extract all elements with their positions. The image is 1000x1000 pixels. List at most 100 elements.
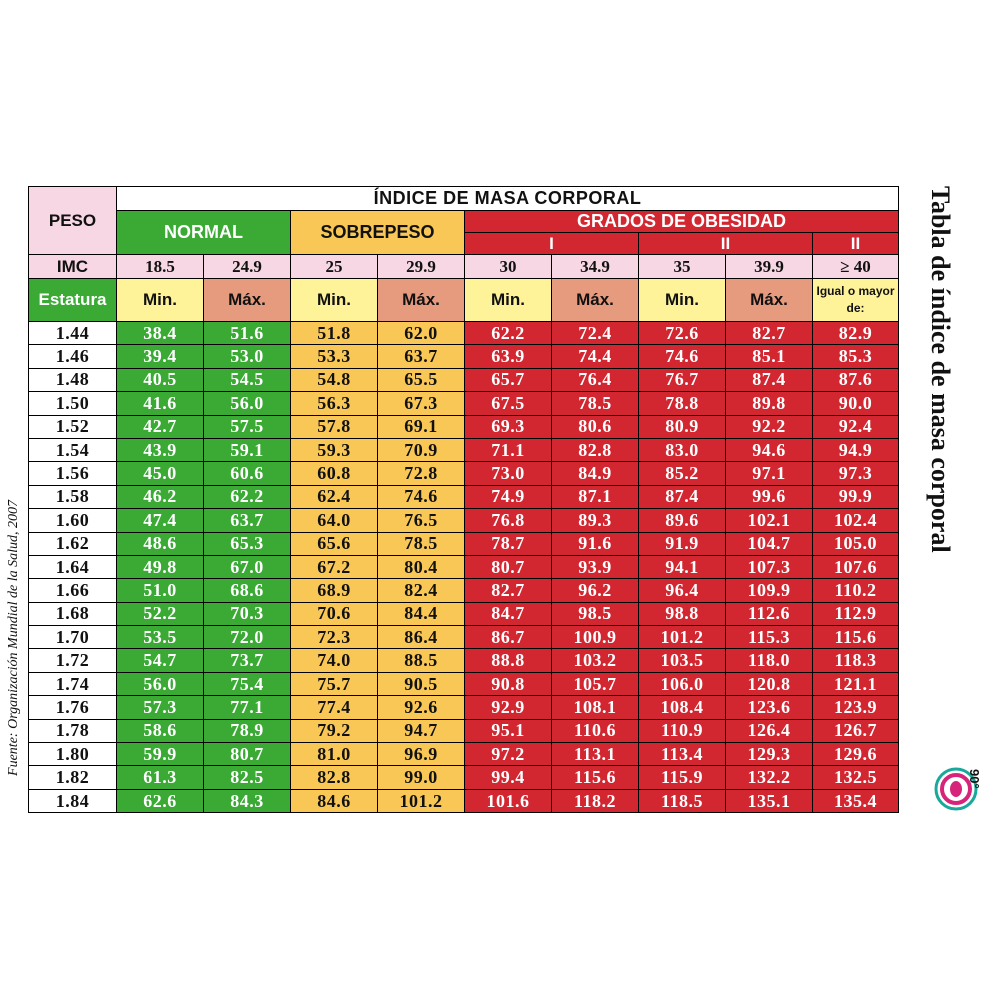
weight-cell: 72.4 xyxy=(551,320,639,346)
weight-cell: 92.2 xyxy=(725,414,813,439)
weight-cell: 86.4 xyxy=(377,625,465,650)
weight-cell: 121.1 xyxy=(812,671,899,697)
weight-cell: 94.9 xyxy=(812,437,899,463)
weight-cell: 80.6 xyxy=(551,414,639,439)
side-title: Tabla de índice de masa corporal xyxy=(926,186,955,553)
weight-cell: 64.0 xyxy=(290,508,378,533)
weight-cell: 80.7 xyxy=(464,554,552,580)
height-cell: 1.82 xyxy=(28,765,117,790)
min-label: Min. xyxy=(116,278,204,322)
weight-cell: 120.8 xyxy=(725,671,813,697)
min-label: Min. xyxy=(638,278,726,322)
weight-cell: 89.6 xyxy=(638,508,726,533)
grade-1-header: I xyxy=(464,232,639,255)
weight-cell: 82.7 xyxy=(464,578,552,603)
weight-cell: 105.0 xyxy=(812,531,899,556)
imc-value: 24.9 xyxy=(203,254,291,279)
weight-cell: 82.7 xyxy=(725,320,813,346)
weight-cell: 67.5 xyxy=(464,391,552,416)
weight-cell: 108.4 xyxy=(638,695,726,720)
weight-cell: 56.0 xyxy=(203,391,291,416)
weight-cell: 70.9 xyxy=(377,437,465,463)
weight-cell: 53.3 xyxy=(290,344,378,369)
weight-cell: 53.5 xyxy=(116,625,204,650)
table-row: 1.60 47.4 63.7 64.0 76.5 76.8 89.3 89.6 102.1 102… xyxy=(28,508,899,533)
bmi-table: PESO ÍNDICE DE MASA CORPORAL NORMAL SOBR… xyxy=(28,186,899,814)
weight-cell: 63.9 xyxy=(464,344,552,369)
weight-cell: 81.0 xyxy=(290,742,378,767)
weight-cell: 62.2 xyxy=(464,320,552,346)
obesidad-header: GRADOS DE OBESIDAD xyxy=(464,210,899,233)
weight-cell: 129.6 xyxy=(812,742,899,767)
weight-cell: 83.0 xyxy=(638,437,726,463)
weight-cell: 65.6 xyxy=(290,531,378,556)
weight-cell: 96.4 xyxy=(638,578,726,603)
weight-cell: 101.2 xyxy=(377,788,465,814)
weight-cell: 97.2 xyxy=(464,742,552,767)
weight-cell: 74.0 xyxy=(290,648,378,673)
weight-cell: 56.3 xyxy=(290,391,378,416)
weight-cell: 123.6 xyxy=(725,695,813,720)
weight-cell: 52.2 xyxy=(116,601,204,627)
weight-cell: 74.6 xyxy=(377,484,465,510)
weight-cell: 108.1 xyxy=(551,695,639,720)
height-cell: 1.76 xyxy=(28,695,117,720)
weight-cell: 84.9 xyxy=(551,461,639,486)
weight-cell: 80.7 xyxy=(203,742,291,767)
weight-cell: 59.1 xyxy=(203,437,291,463)
height-cell: 1.48 xyxy=(28,367,117,393)
sobrepeso-header: SOBREPESO xyxy=(290,210,465,255)
weight-cell: 103.2 xyxy=(551,648,639,673)
weight-cell: 84.6 xyxy=(290,788,378,814)
weight-cell: 71.1 xyxy=(464,437,552,463)
weight-cell: 79.2 xyxy=(290,718,378,744)
weight-cell: 97.1 xyxy=(725,461,813,486)
weight-cell: 129.3 xyxy=(725,742,813,767)
weight-cell: 78.9 xyxy=(203,718,291,744)
weight-cell: 93.9 xyxy=(551,554,639,580)
weight-cell: 92.4 xyxy=(812,414,899,439)
weight-cell: 118.2 xyxy=(551,788,639,814)
weight-cell: 65.5 xyxy=(377,367,465,393)
table-row: 1.76 57.3 77.1 77.4 92.6 92.9 108.1 108.4 123.6 1… xyxy=(28,695,899,720)
weight-cell: 58.6 xyxy=(116,718,204,744)
weight-cell: 106.0 xyxy=(638,671,726,697)
weight-cell: 112.6 xyxy=(725,601,813,627)
weight-cell: 72.0 xyxy=(203,625,291,650)
weight-cell: 96.2 xyxy=(551,578,639,603)
weight-cell: 53.0 xyxy=(203,344,291,369)
weight-cell: 82.8 xyxy=(290,765,378,790)
weight-cell: 118.5 xyxy=(638,788,726,814)
table-row: 1.78 58.6 78.9 79.2 94.7 95.1 110.6 110.9 126.4 1… xyxy=(28,718,899,744)
weight-cell: 67.3 xyxy=(377,391,465,416)
table-row: 1.64 49.8 67.0 67.2 80.4 80.7 93.9 94.1 107.3 107… xyxy=(28,554,899,580)
source-note: Fuente: Organización Mundial de la Salud… xyxy=(6,500,21,776)
height-cell: 1.58 xyxy=(28,484,117,510)
weight-cell: 80.9 xyxy=(638,414,726,439)
weight-cell: 56.0 xyxy=(116,671,204,697)
height-cell: 1.72 xyxy=(28,648,117,673)
table-row: 1.84 62.6 84.3 84.6 101.2 101.6 118.2 118.5 135.… xyxy=(28,788,899,814)
weight-cell: 76.7 xyxy=(638,367,726,393)
weight-cell: 70.6 xyxy=(290,601,378,627)
min-label: Min. xyxy=(464,278,552,322)
weight-cell: 40.5 xyxy=(116,367,204,393)
table-row: 1.70 53.5 72.0 72.3 86.4 86.7 100.9 101.2 115.3 1… xyxy=(28,625,899,650)
table-row: 1.44 38.4 51.6 51.8 62.0 62.2 72.4 72.6 82.7 82.9 xyxy=(28,320,899,346)
weight-cell: 75.7 xyxy=(290,671,378,697)
weight-cell: 100.9 xyxy=(551,625,639,650)
height-cell: 1.66 xyxy=(28,578,117,603)
weight-cell: 99.6 xyxy=(725,484,813,510)
imc-value: 35 xyxy=(638,254,726,279)
table-row: 1.50 41.6 56.0 56.3 67.3 67.5 78.5 78.8 89.8 90.0 xyxy=(28,391,899,416)
weight-cell: 54.5 xyxy=(203,367,291,393)
weight-cell: 76.8 xyxy=(464,508,552,533)
height-cell: 1.70 xyxy=(28,625,117,650)
weight-cell: 68.9 xyxy=(290,578,378,603)
weight-cell: 68.6 xyxy=(203,578,291,603)
weight-cell: 85.3 xyxy=(812,344,899,369)
weight-cell: 48.6 xyxy=(116,531,204,556)
height-cell: 1.44 xyxy=(28,320,117,346)
weight-cell: 92.9 xyxy=(464,695,552,720)
imc-value: 39.9 xyxy=(725,254,813,279)
